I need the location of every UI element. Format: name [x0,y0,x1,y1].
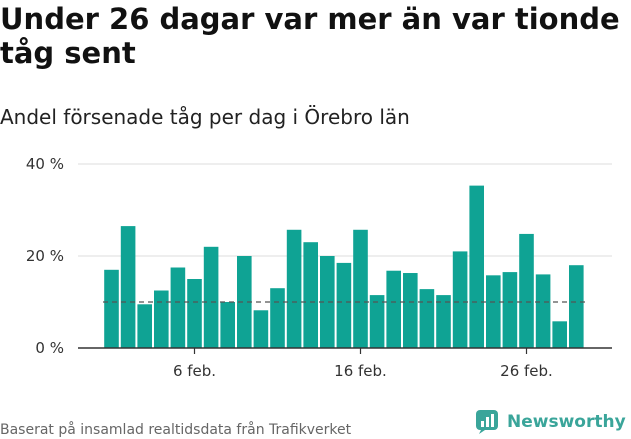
bar [220,302,235,348]
newsworthy-logo: Newsworthy [475,408,626,436]
source-note: Baserat på insamlad realtidsdata från Tr… [0,422,352,438]
bar [253,310,269,348]
y-tick-label: 0 % [35,339,64,357]
bar [120,226,136,348]
bar [286,229,302,348]
bar [336,262,352,348]
bar [270,288,285,348]
bar [535,274,551,348]
newsworthy-logo-icon [476,410,498,434]
axes: 0 % 20 % 40 % 6 feb. 16 feb. 26 feb. [26,155,612,380]
bar [154,290,169,348]
bars [104,185,584,348]
bar [452,251,468,348]
bar [486,275,501,348]
chart-title: Under 26 dagar var mer än var tionde tåg… [0,2,620,70]
bar [369,295,385,348]
bar [386,270,401,348]
bar [203,246,219,348]
bar [237,256,252,348]
bar [419,289,435,348]
bar [519,233,534,348]
x-tick-label: 26 feb. [500,362,553,380]
bar [353,229,368,348]
bar [403,273,418,348]
brand-name: Newsworthy [507,412,626,432]
bar [569,265,584,348]
x-tick-label: 16 feb. [334,362,387,380]
bar [170,267,186,348]
bar-chart: 0 % 20 % 40 % 6 feb. 16 feb. 26 feb. [26,155,612,380]
y-tick-label: 40 % [26,155,64,173]
x-tick-label: 6 feb. [173,362,216,380]
bar [469,185,484,348]
bar [104,269,119,348]
bar [436,295,451,348]
bar [502,272,518,348]
bar [552,321,567,348]
bar [137,304,152,348]
bar [187,279,202,348]
bar [320,256,335,348]
y-tick-label: 20 % [26,247,64,265]
chart-subtitle: Andel försenade tåg per dag i Örebro län [0,105,410,129]
bar [303,242,318,348]
